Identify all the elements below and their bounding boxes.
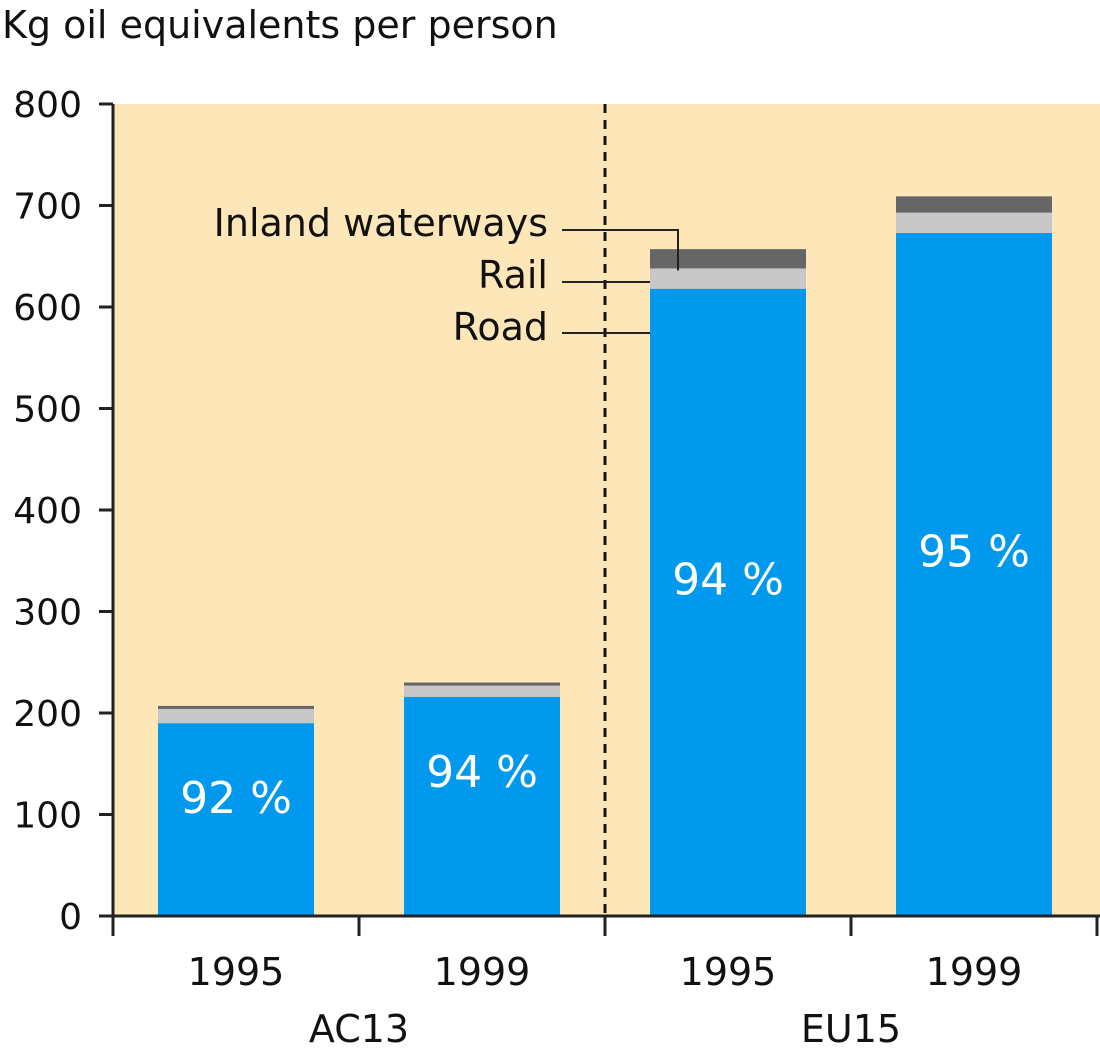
group-label: EU15: [801, 1007, 901, 1050]
legend-leader-line: [562, 229, 679, 271]
legend-label: Inland waterways: [214, 201, 548, 245]
bar-road-segment: [650, 288, 806, 917]
y-tick-label: 300: [13, 593, 82, 634]
bar-rail-segment: [650, 268, 806, 289]
x-category-label: 1999: [434, 950, 531, 994]
y-tick-label: 500: [13, 390, 82, 431]
bars: 92 % 94 % 94 % 95 %: [158, 196, 1052, 917]
road-share-label: 94 %: [672, 554, 784, 605]
legend-label: Rail: [478, 253, 548, 297]
road-share-label: 92 %: [180, 773, 292, 824]
bar-road-segment: [404, 696, 560, 916]
road-share-label: 95 %: [918, 526, 1030, 577]
x-category-label: 1995: [680, 950, 777, 994]
road-share-label: 94 %: [426, 747, 538, 798]
bar-waterways-segment: [896, 196, 1052, 213]
bar-road-segment: [896, 232, 1052, 916]
y-tick-label: 400: [13, 491, 82, 532]
x-category-label: 1999: [926, 950, 1023, 994]
legend: Inland waterways Rail Road: [214, 201, 679, 349]
bar-rail-segment: [158, 708, 314, 724]
bar-waterways-segment: [404, 682, 560, 686]
y-tick-label: 600: [13, 288, 82, 329]
x-category-label: 1995: [188, 950, 285, 994]
x-axis: 1995 1999 1995 1999 AC13 EU15: [111, 104, 1100, 1050]
y-tick-label: 700: [13, 187, 82, 228]
y-tick-label: 800: [13, 85, 82, 126]
bar-waterways-segment: [158, 705, 314, 709]
bar-road-segment: [158, 723, 314, 916]
legend-label: Road: [453, 305, 548, 349]
y-tick-label: 200: [13, 694, 82, 735]
y-axis-title: Kg oil equivalents per person: [2, 3, 558, 47]
group-label: AC13: [309, 1007, 409, 1050]
bar-rail-segment: [896, 212, 1052, 233]
y-tick-label: 0: [59, 897, 82, 938]
y-tick-label: 100: [13, 796, 82, 837]
y-axis: 0 100 200 300 400 500 600 700 800: [13, 85, 115, 938]
bar-rail-segment: [404, 685, 560, 697]
bar-waterways-segment: [650, 249, 806, 269]
